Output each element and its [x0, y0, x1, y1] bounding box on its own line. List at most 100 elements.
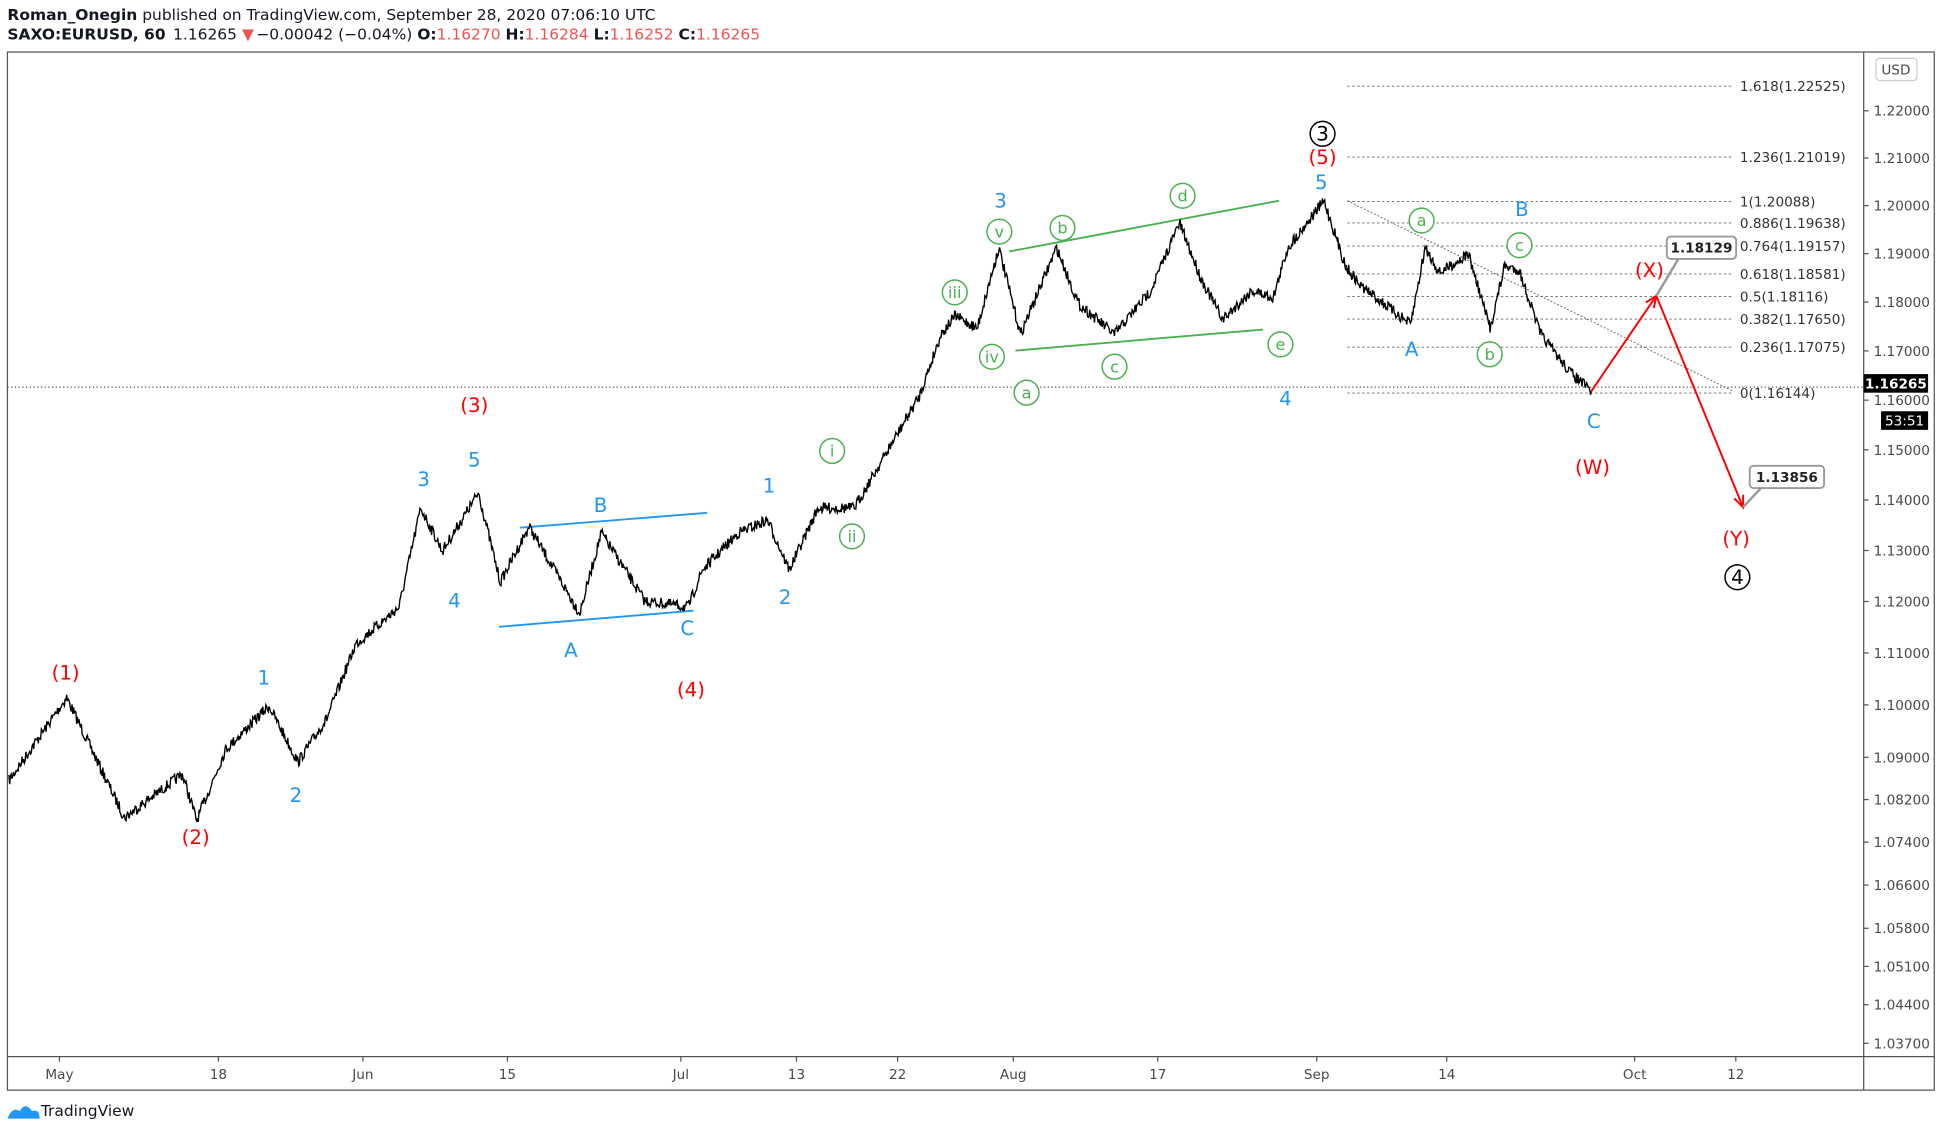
channel-lower-line[interactable]: [498, 609, 694, 628]
last-price-marker: 1.16265 53:51: [1863, 374, 1929, 430]
tradingview-logo[interactable]: TradingView: [7, 1102, 134, 1120]
price-axis[interactable]: 1.03700 1.04400 1.05100 1.05800 1.06600 1.074…: [1863, 104, 1930, 1053]
wave-label-green: b: [1057, 219, 1067, 238]
fib-level-label: 1.618(1.22525): [1740, 79, 1846, 95]
publish-line: Roman_Onegin published on TradingView.co…: [7, 6, 655, 24]
time-tick-label: Jul: [672, 1067, 689, 1083]
high-value: 1.16284: [525, 26, 589, 44]
price-tick-label: 1.13000: [1874, 543, 1930, 559]
publish-info: published on TradingView.com, September …: [137, 6, 655, 24]
price-line: [8, 198, 1592, 823]
wave-label-blue: C: [1587, 410, 1601, 433]
price-tick-label: 1.08200: [1874, 793, 1930, 809]
wave-circle-green: [1408, 207, 1435, 234]
price-tick-label: 1.05100: [1874, 959, 1930, 975]
fib-level-label: 0.5(1.18116): [1740, 289, 1829, 305]
wave-circle-black: [1309, 120, 1336, 147]
low-value: 1.16252: [610, 26, 674, 44]
wave-label-red: (2): [182, 826, 210, 849]
price-tick-label: 1.17000: [1874, 344, 1930, 360]
wave-label-green: a: [1022, 383, 1032, 402]
wave-label-black: 4: [1731, 566, 1744, 589]
price-tick-label: 1.18000: [1874, 295, 1930, 311]
trend-lines[interactable]: [7, 199, 1864, 628]
time-tick-label: May: [45, 1067, 73, 1083]
price-change: −0.00042 (−0.04%): [256, 26, 412, 44]
wave-label-green: iii: [948, 283, 961, 302]
callout-pointer: [1742, 485, 1764, 509]
last-price: 1.16265: [173, 26, 237, 44]
open-value: 1.16270: [437, 26, 501, 44]
fib-level-label: 0.764(1.19157): [1740, 239, 1846, 255]
wave-circle-green: [1506, 232, 1533, 259]
time-tick-label: 13: [788, 1067, 805, 1083]
time-tick-label: 15: [499, 1067, 516, 1083]
price-callout-box[interactable]: [1665, 235, 1738, 260]
wave-label-green: c: [1515, 236, 1524, 255]
time-tick-label: 17: [1149, 1067, 1166, 1083]
price-tick-label: 1.15000: [1874, 443, 1930, 459]
wave-circle-black: [1724, 564, 1751, 591]
wave-circle-green: [978, 343, 1006, 370]
price-tick-label: 1.12000: [1874, 594, 1930, 610]
wave-label-blue: A: [564, 639, 578, 662]
fib-level-label: 0.236(1.17075): [1740, 340, 1846, 356]
price-tick-label: 1.16000: [1874, 393, 1930, 409]
wave-label-green: ii: [848, 527, 857, 546]
triangle-upper-line[interactable]: [1009, 199, 1280, 253]
time-tick-label: Jun: [351, 1067, 373, 1083]
wave-label-blue: 4: [448, 590, 461, 613]
close-label: C:: [679, 26, 697, 44]
projection[interactable]: 1.18129 1.13856: [1590, 235, 1826, 510]
wave-label-red: (1): [52, 661, 80, 684]
open-label: O:: [417, 26, 436, 44]
price-tick-label: 1.10000: [1874, 698, 1930, 714]
fib-level-label: 0(1.16144): [1740, 386, 1816, 402]
symbol-line: SAXO:EURUSD, 60 1.16265 ▼ −0.00042 (−0.04%)…: [7, 26, 760, 44]
high-label: H:: [506, 26, 525, 44]
wave-label-blue: 2: [779, 586, 792, 609]
time-tick-label: 22: [889, 1067, 906, 1083]
price-tick-label: 1.19000: [1874, 247, 1930, 263]
price-callout-label: 1.13856: [1756, 470, 1818, 486]
price-tick-label: 1.20000: [1874, 199, 1930, 215]
author-name[interactable]: Roman_Onegin: [7, 6, 137, 24]
time-axis[interactable]: May 18 Jun 15 Jul 13 22 Aug 17 Sep 14 Oct 12: [45, 1056, 1744, 1083]
price-callout-box[interactable]: [1748, 464, 1826, 490]
price-callout-label: 1.18129: [1670, 241, 1732, 257]
fib-level-label: 0.382(1.17650): [1740, 312, 1846, 328]
wave-label-green: b: [1485, 345, 1495, 364]
wave-label-red: (W): [1575, 456, 1610, 479]
wave-label-blue: 1: [763, 474, 776, 497]
price-tick-label: 1.21000: [1874, 151, 1930, 167]
wave-circle-green: [986, 218, 1013, 245]
projection-path[interactable]: [1590, 293, 1744, 508]
diagonal-trend-line[interactable]: [1347, 200, 1734, 392]
time-tick-label: Aug: [1000, 1067, 1027, 1083]
currency-label: USD: [1881, 62, 1910, 78]
time-tick-label: 18: [210, 1067, 227, 1083]
low-label: L:: [594, 26, 610, 44]
currency-button[interactable]: USD: [1875, 57, 1918, 82]
time-tick-label: Sep: [1304, 1067, 1330, 1083]
wave-label-green: iv: [985, 348, 999, 367]
tradingview-brand: TradingView: [40, 1102, 134, 1120]
wave-circle-green: [1101, 353, 1128, 380]
fib-level-label: 0.886(1.19638): [1740, 216, 1846, 232]
wave-circle-green: [1013, 379, 1040, 406]
wave-label-green: e: [1275, 335, 1285, 354]
wave-label-red: (4): [677, 679, 705, 702]
channel-upper-line[interactable]: [520, 511, 708, 529]
wave-circle-green: [838, 523, 866, 550]
chart-frame: [6, 51, 1935, 1091]
wave-label-blue: 4: [1279, 388, 1292, 411]
wave-circle-green: [819, 437, 846, 465]
fib-retracement[interactable]: 1.618(1.22525) 1.236(1.21019) 1(1.20088) 0.…: [1347, 79, 1846, 402]
wave-label-blue: B: [594, 494, 608, 517]
time-tick-label: 12: [1727, 1067, 1744, 1083]
wave-label-blue: 3: [417, 468, 430, 491]
price-tick-label: 1.03700: [1874, 1036, 1930, 1052]
wave-label-blue: 1: [257, 666, 270, 689]
triangle-lower-line[interactable]: [1015, 328, 1264, 352]
